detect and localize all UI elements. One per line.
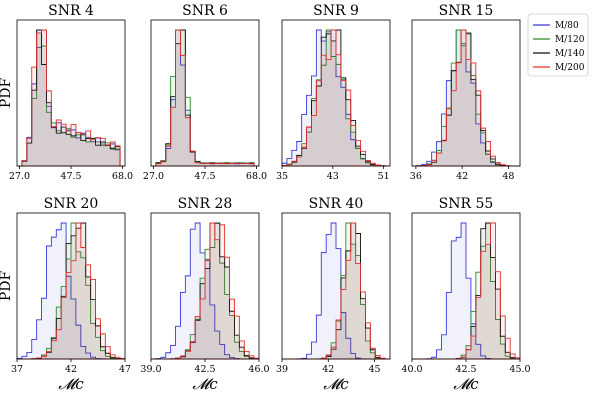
legend-label: M/80 (555, 21, 579, 31)
panel-frame (411, 19, 521, 167)
histogram-m-200 (17, 29, 125, 167)
legend-label: M/200 (555, 63, 585, 73)
x-tick-label: 48 (502, 171, 514, 182)
histogram-m-200 (281, 29, 391, 167)
panel-title: SNR 15 (439, 3, 494, 19)
x-tick-label: 45 (369, 364, 381, 375)
panel-title: SNR 9 (313, 3, 359, 19)
panel-title: SNR 40 (309, 196, 364, 212)
panel-snr-6: SNR 6 27.0 47.5 68.0 (143, 3, 267, 182)
x-tick-label: 45.0 (509, 364, 530, 375)
x-axis-label: 𝓜c (453, 375, 479, 393)
panel-snr-15: SNR 15 36 42 48 (410, 3, 521, 182)
x-tick-label: 68.0 (246, 171, 267, 182)
panel-frame (281, 212, 391, 360)
panel-snr-20: SNR 20 37 42 47 𝓜c (11, 196, 131, 393)
x-tick-label: 39.0 (140, 364, 161, 375)
x-tick-label: 37 (11, 364, 23, 375)
x-tick-label: 43 (327, 171, 339, 182)
histogram-m-140 (151, 29, 259, 167)
panel-snr-55: SNR 55 40.0 42.5 45.0 𝓜c (401, 196, 530, 393)
x-tick-label: 47 (119, 364, 131, 375)
y-axis-label: PDF (0, 78, 14, 109)
panel-title: SNR 6 (182, 3, 228, 19)
x-tick-label: 40.0 (401, 364, 422, 375)
panel-title: SNR 55 (439, 196, 494, 212)
legend-label: M/120 (555, 35, 585, 45)
panel-frame (281, 19, 391, 167)
x-axis-label: 𝓜c (323, 375, 349, 393)
panel-title: SNR 28 (178, 196, 233, 212)
x-tick-label: 27.0 (9, 171, 30, 182)
x-tick-label: 39 (276, 364, 288, 375)
legend: M/80 M/120 M/140 M/200 (527, 13, 589, 77)
x-tick-label: 46.0 (248, 364, 269, 375)
panel-snr-28: SNR 28 39.0 42.5 46.0 𝓜c (140, 196, 269, 393)
legend-frame (527, 13, 589, 77)
panel-snr-40: SNR 40 39 42 45 𝓜c (276, 196, 391, 393)
x-axis-label: 𝓜c (58, 375, 84, 393)
x-tick-label: 42.5 (455, 364, 476, 375)
histogram-m-200 (411, 29, 521, 167)
x-tick-label: 42 (456, 171, 468, 182)
panel-snr-9: SNR 9 35 43 51 (276, 3, 391, 182)
histogram-m-140 (17, 29, 125, 167)
x-tick-label: 68.0 (112, 171, 133, 182)
panel-snr-4: SNR 4 27.0 47.5 68.0 (9, 3, 133, 182)
y-axis-label: PDF (0, 271, 14, 302)
legend-label: M/140 (555, 49, 585, 59)
x-tick-label: 42 (322, 364, 334, 375)
panel-title: SNR 20 (44, 196, 99, 212)
histogram-m-200 (151, 222, 260, 360)
x-tick-label: 51 (378, 171, 390, 182)
x-tick-label: 42 (65, 364, 77, 375)
x-tick-label: 35 (276, 171, 288, 182)
panel-title: SNR 4 (48, 3, 94, 19)
x-tick-label: 42.5 (194, 364, 215, 375)
x-axis-label: 𝓜c (192, 375, 218, 393)
x-tick-label: 47.5 (60, 171, 81, 182)
x-tick-label: 47.5 (194, 171, 215, 182)
x-tick-label: 36 (410, 171, 422, 182)
histogram-m-200 (151, 29, 259, 167)
x-tick-label: 27.0 (143, 171, 164, 182)
